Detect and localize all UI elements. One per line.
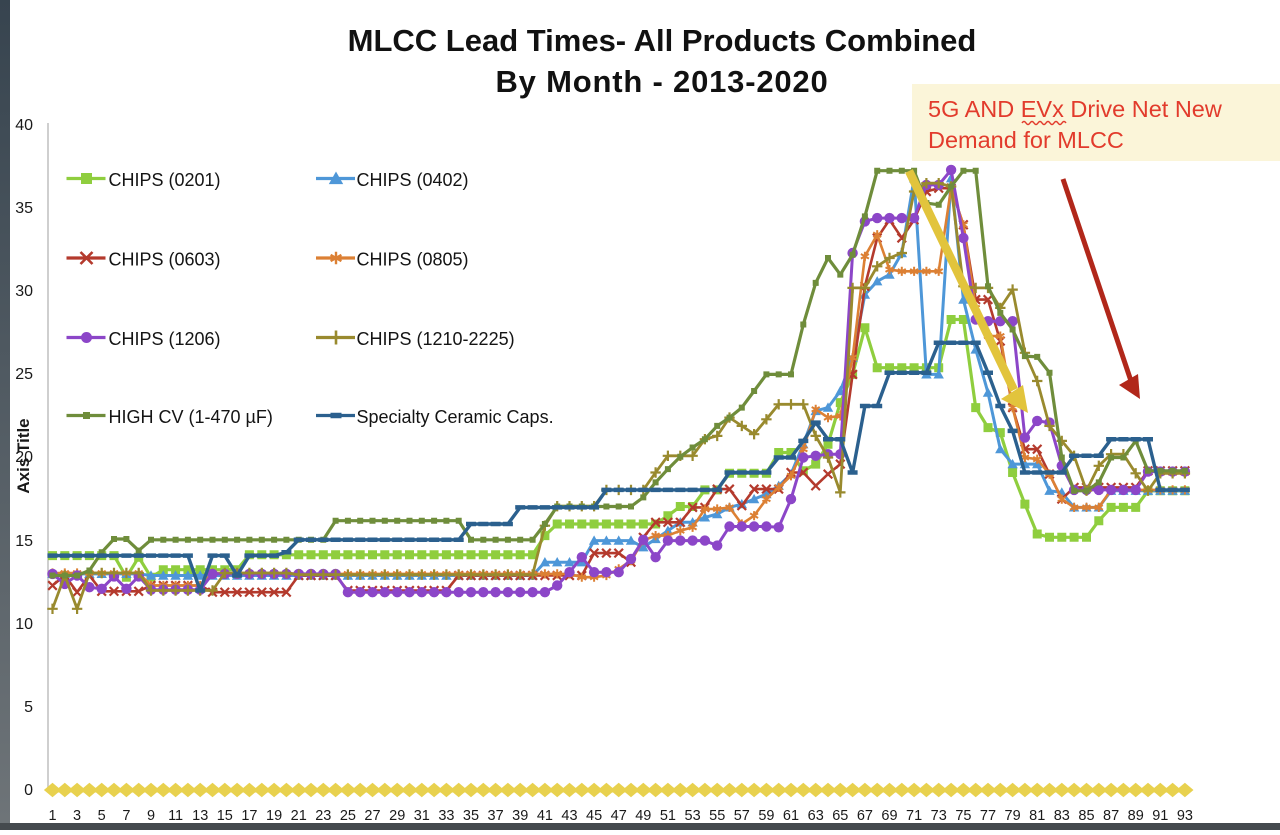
svg-text:91: 91 (1152, 808, 1168, 824)
svg-text:39: 39 (512, 808, 528, 824)
svg-text:0: 0 (24, 782, 33, 799)
svg-text:37: 37 (488, 808, 504, 824)
svg-text:1: 1 (48, 808, 56, 824)
svg-text:17: 17 (241, 808, 257, 824)
svg-text:Demand for MLCC: Demand for MLCC (928, 127, 1124, 153)
svg-text:By Month - 2013-2020: By Month - 2013-2020 (496, 64, 829, 99)
svg-text:61: 61 (783, 808, 799, 824)
svg-text:35: 35 (15, 200, 33, 217)
svg-text:CHIPS (1206): CHIPS (1206) (109, 329, 221, 349)
svg-text:69: 69 (881, 808, 897, 824)
svg-text:30: 30 (15, 283, 33, 300)
svg-text:35: 35 (463, 808, 479, 824)
svg-text:33: 33 (438, 808, 454, 824)
svg-text:47: 47 (611, 808, 627, 824)
svg-text:87: 87 (1103, 808, 1119, 824)
svg-text:15: 15 (217, 808, 233, 824)
svg-text:85: 85 (1078, 808, 1094, 824)
svg-text:CHIPS (0805): CHIPS (0805) (357, 250, 469, 270)
svg-text:63: 63 (808, 808, 824, 824)
svg-text:5: 5 (98, 808, 106, 824)
svg-text:71: 71 (906, 808, 922, 824)
svg-text:73: 73 (931, 808, 947, 824)
svg-text:65: 65 (832, 808, 848, 824)
svg-text:51: 51 (660, 808, 676, 824)
svg-text:3: 3 (73, 808, 81, 824)
svg-text:77: 77 (980, 808, 996, 824)
svg-text:Specialty Ceramic Caps.: Specialty Ceramic Caps. (357, 407, 554, 427)
svg-text:43: 43 (561, 808, 577, 824)
svg-text:75: 75 (955, 808, 971, 824)
svg-text:59: 59 (758, 808, 774, 824)
svg-text:67: 67 (857, 808, 873, 824)
svg-text:41: 41 (537, 808, 553, 824)
svg-text:45: 45 (586, 808, 602, 824)
svg-text:29: 29 (389, 808, 405, 824)
svg-text:83: 83 (1054, 808, 1070, 824)
svg-text:89: 89 (1128, 808, 1144, 824)
svg-text:31: 31 (414, 808, 430, 824)
svg-text:53: 53 (685, 808, 701, 824)
svg-text:21: 21 (291, 808, 307, 824)
svg-text:9: 9 (147, 808, 155, 824)
svg-text:25: 25 (340, 808, 356, 824)
svg-text:13: 13 (192, 808, 208, 824)
svg-text:7: 7 (122, 808, 130, 824)
svg-text:79: 79 (1005, 808, 1021, 824)
svg-text:11: 11 (168, 808, 183, 824)
svg-text:27: 27 (364, 808, 380, 824)
svg-text:5G AND EVx Drive Net New: 5G AND EVx Drive Net New (928, 96, 1223, 122)
svg-text:49: 49 (635, 808, 651, 824)
svg-text:CHIPS (0603): CHIPS (0603) (109, 250, 221, 270)
svg-text:10: 10 (15, 616, 33, 633)
svg-text:23: 23 (315, 808, 331, 824)
svg-text:5: 5 (24, 699, 33, 716)
svg-text:MLCC Lead Times- All Products: MLCC Lead Times- All Products Combined (348, 23, 977, 58)
svg-text:CHIPS (0201): CHIPS (0201) (109, 170, 221, 190)
svg-text:81: 81 (1029, 808, 1045, 824)
svg-text:20: 20 (15, 449, 33, 466)
svg-text:57: 57 (734, 808, 750, 824)
svg-text:55: 55 (709, 808, 725, 824)
svg-text:Axis Title: Axis Title (14, 418, 33, 493)
svg-text:40: 40 (15, 117, 33, 134)
svg-text:CHIPS (1210-2225): CHIPS (1210-2225) (357, 329, 515, 349)
svg-text:CHIPS (0402): CHIPS (0402) (357, 170, 469, 190)
svg-text:15: 15 (15, 533, 33, 550)
svg-text:HIGH CV (1-470 µF): HIGH CV (1-470 µF) (109, 407, 273, 427)
svg-text:19: 19 (266, 808, 282, 824)
svg-text:93: 93 (1177, 808, 1193, 824)
svg-text:25: 25 (15, 366, 33, 383)
